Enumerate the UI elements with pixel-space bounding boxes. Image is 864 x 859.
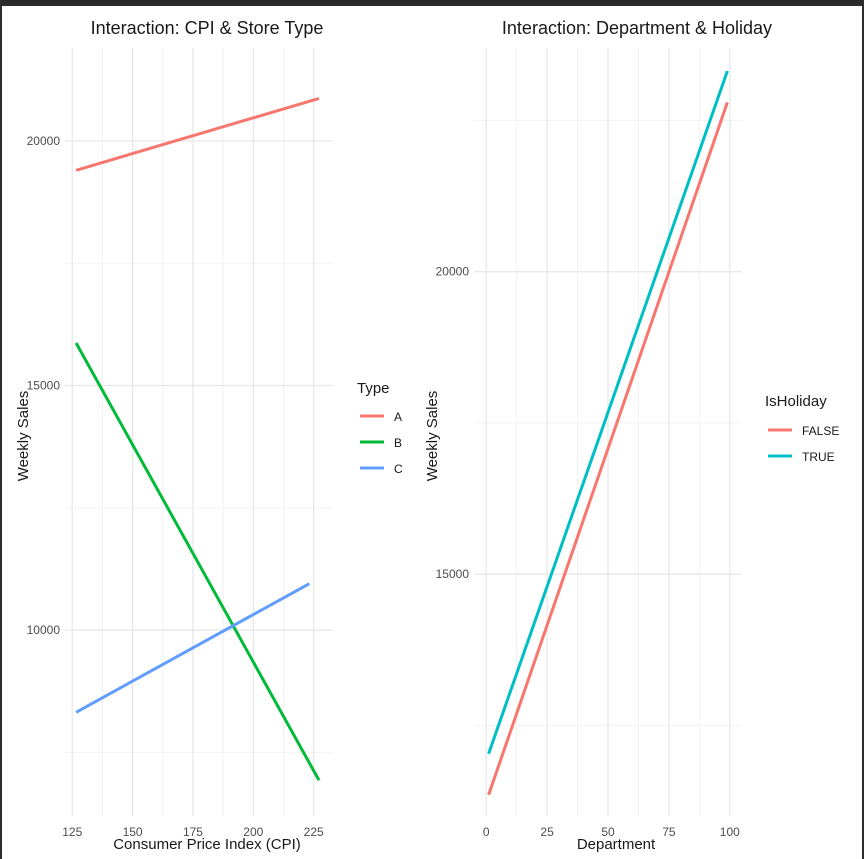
y-axis-title: Weekly Sales bbox=[424, 391, 441, 482]
chart-title: Interaction: CPI & Store Type bbox=[91, 18, 324, 38]
y-tick-label: 20000 bbox=[436, 265, 470, 279]
x-tick-label: 225 bbox=[304, 825, 324, 839]
series-line-true bbox=[487, 70, 729, 755]
x-tick-label: 75 bbox=[662, 825, 676, 839]
legend-label: C bbox=[394, 462, 403, 476]
axis-ticks: 0 25 50 75 100 15000 20000 bbox=[436, 265, 741, 839]
axis-ticks: 125 150 175 200 225 10000 15000 20000 bbox=[27, 134, 324, 839]
series-line-c bbox=[75, 582, 311, 714]
y-tick-label: 20000 bbox=[27, 134, 61, 148]
legend: IsHoliday FALSE TRUE bbox=[765, 393, 839, 464]
chart-canvas: Interaction: CPI & Store Type 125 150 175 2… bbox=[2, 6, 862, 859]
cpi-store-type-panel: Interaction: CPI & Store Type 125 150 175 2… bbox=[15, 18, 403, 853]
series-lines bbox=[487, 70, 729, 796]
x-tick-label: 50 bbox=[601, 825, 615, 839]
x-tick-label: 0 bbox=[483, 825, 490, 839]
x-tick-label: 200 bbox=[243, 825, 263, 839]
series-line-b bbox=[74, 342, 321, 782]
y-axis-title: Weekly Sales bbox=[15, 391, 32, 482]
series-line-false bbox=[487, 101, 729, 796]
x-tick-label: 150 bbox=[123, 825, 143, 839]
gridlines bbox=[474, 48, 742, 816]
y-tick-label: 15000 bbox=[436, 567, 470, 581]
legend-label: FALSE bbox=[802, 424, 839, 438]
legend-label: TRUE bbox=[802, 450, 835, 464]
legend-label: B bbox=[394, 436, 402, 450]
legend: Type ABC bbox=[357, 380, 403, 476]
series-lines bbox=[74, 96, 321, 782]
series-line-a bbox=[75, 96, 320, 172]
x-tick-label: 100 bbox=[720, 825, 740, 839]
charts-svg: Interaction: CPI & Store Type 125 150 175 2… bbox=[15, 18, 839, 853]
x-tick-label: 25 bbox=[540, 825, 554, 839]
legend-title: IsHoliday bbox=[765, 393, 827, 410]
y-tick-label: 10000 bbox=[27, 623, 61, 637]
legend-label: A bbox=[394, 410, 402, 424]
x-axis-title: Consumer Price Index (CPI) bbox=[113, 836, 301, 853]
y-tick-label: 15000 bbox=[27, 379, 61, 393]
gridlines bbox=[65, 48, 333, 816]
chart-title: Interaction: Department & Holiday bbox=[502, 18, 772, 38]
x-tick-label: 125 bbox=[62, 825, 82, 839]
x-tick-label: 175 bbox=[183, 825, 203, 839]
legend-title: Type bbox=[357, 380, 390, 397]
department-holiday-panel: Interaction: Department & Holiday 0 25 50 7… bbox=[424, 18, 839, 853]
x-axis-title: Department bbox=[577, 836, 656, 853]
